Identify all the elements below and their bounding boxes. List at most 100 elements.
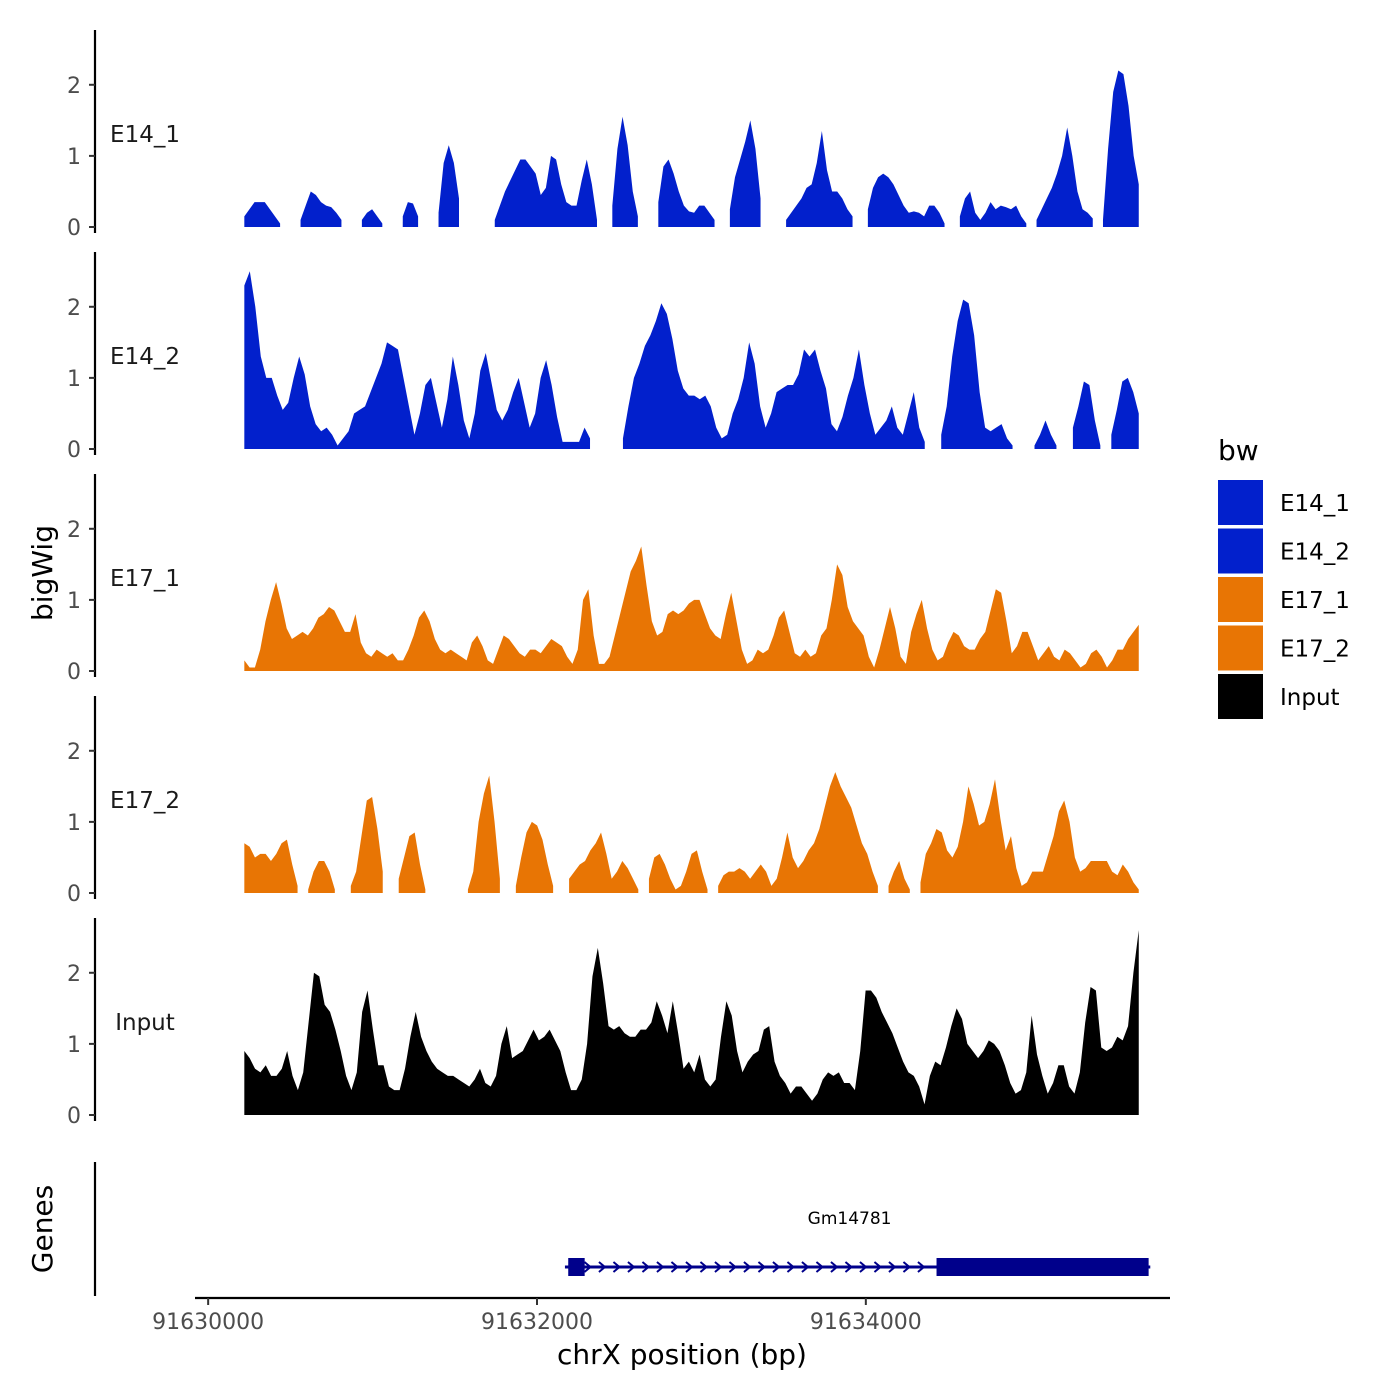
area-e14-1-segment-11: [867, 173, 945, 227]
area-e14-1-segment-2: [300, 191, 342, 227]
legend-swatch-input: [1218, 674, 1263, 719]
track-label-e17-2: E17_2: [110, 788, 180, 814]
x-tick-label: 91632000: [481, 1310, 593, 1335]
area-e17-2-segment-8: [648, 850, 708, 893]
bigwig-tracks: 0 1 2 E14_1 0 1 2 E14_2 0 1 2 E17_1 0 1 2 E17_2 0 1 2 Input: [67, 30, 1139, 1129]
x-tick-label: 91630000: [152, 1310, 264, 1335]
area-e14-2-segment-2: [622, 303, 925, 449]
y-tick-label: 0: [67, 882, 81, 907]
strand-arrow: [844, 1261, 854, 1273]
strand-arrow: [917, 1261, 926, 1273]
area-e14-1-segment-14: [1102, 70, 1139, 227]
strand-arrow: [801, 1261, 810, 1273]
strand-arrow: [670, 1261, 680, 1273]
y-tick-label: 1: [67, 1033, 81, 1058]
legend-label-input: Input: [1280, 685, 1340, 711]
strand-arrow: [612, 1261, 622, 1273]
area-e14-2-segment-1: [244, 271, 591, 449]
track-label-e17-1: E17_1: [110, 566, 180, 592]
area-e14-2-segment-4: [1034, 420, 1057, 449]
legend-label-e17-1: E17_1: [1280, 588, 1350, 614]
legend-label-e14-2: E14_2: [1280, 540, 1350, 566]
y-tick-label: 1: [67, 589, 81, 614]
y-tick-label: 0: [67, 438, 81, 463]
track-e17-1: 0 1 2 E17_1: [67, 474, 1139, 685]
y-axis-title: bigWig: [26, 525, 59, 621]
legend-label-e17-2: E17_2: [1280, 637, 1350, 663]
track-label-e14-1: E14_1: [110, 122, 180, 148]
strand-arrow: [656, 1261, 665, 1273]
strand-arrow: [699, 1261, 709, 1273]
y-tick-label: 2: [67, 962, 81, 987]
strand-arrow: [772, 1261, 781, 1273]
area-e17-2-segment-6: [515, 821, 554, 893]
area-e14-1-segment-4: [402, 202, 419, 227]
area-e17-2-segment-2: [308, 861, 335, 893]
area-e14-1-segment-7: [612, 116, 638, 227]
legend-swatch-e17-1: [1218, 577, 1263, 622]
area-e14-2-segment-5: [1072, 381, 1101, 449]
gene-name-label: Gm14781: [808, 1209, 892, 1229]
x-tick-label: 91634000: [810, 1310, 922, 1335]
area-e14-1-segment-6: [494, 155, 597, 227]
area-e17-2-segment-5: [467, 775, 500, 893]
area-e17-2-segment-4: [398, 832, 426, 893]
legend-entry-e17-1: E17_1: [1218, 577, 1350, 622]
legend-label-e14-1: E14_1: [1280, 491, 1350, 517]
genes-track: Genes Gm14781: [26, 1162, 1151, 1296]
strand-arrow: [873, 1261, 883, 1273]
gene-exon-1: [568, 1258, 585, 1276]
strand-arrow: [598, 1261, 607, 1273]
area-e17-2-segment-1: [244, 839, 298, 893]
legend-entry-input: Input: [1218, 674, 1340, 719]
y-tick-label: 1: [67, 145, 81, 170]
area-e17-2-segment-11: [920, 779, 1139, 893]
area-input-segment-1: [244, 930, 1139, 1115]
area-e17-2-segment-9: [718, 772, 878, 893]
area-e14-1-segment-8: [658, 159, 715, 227]
strand-arrow: [685, 1261, 694, 1273]
area-e14-2-segment-6: [1111, 377, 1139, 449]
track-e14-1: 0 1 2 E14_1: [67, 30, 1139, 241]
y-tick-label: 2: [67, 740, 81, 765]
x-axis-title: chrX position (bp): [557, 1338, 807, 1371]
strand-arrow: [815, 1261, 825, 1273]
gene-model-gm14781: [564, 1258, 1151, 1276]
strand-arrow: [859, 1261, 868, 1273]
area-e14-1-segment-1: [244, 202, 281, 227]
strand-arrow: [786, 1261, 796, 1273]
legend: bw E14_1 E14_2 E17_1 E17_2 Input: [1218, 434, 1350, 719]
strand-arrow: [902, 1261, 912, 1273]
area-e14-2-segment-3: [941, 299, 1013, 449]
area-e14-1-segment-9: [729, 120, 761, 227]
area-e17-2-segment-10: [888, 861, 910, 893]
area-e17-2-segment-3: [350, 797, 383, 893]
area-e14-1-segment-3: [361, 209, 383, 227]
area-e17-2-segment-7: [569, 832, 639, 893]
strand-arrow: [757, 1261, 767, 1273]
strand-arrow: [728, 1261, 738, 1273]
legend-entry-e14-2: E14_2: [1218, 528, 1350, 574]
gene-exon-2: [936, 1258, 1149, 1276]
legend-swatch-e14-2: [1218, 528, 1263, 574]
area-e17-1-segment-1: [244, 546, 1139, 671]
strand-arrow: [714, 1261, 723, 1273]
track-label-e14-2: E14_2: [110, 344, 180, 370]
track-e14-2: 0 1 2 E14_2: [67, 252, 1139, 463]
area-e14-1-segment-12: [959, 191, 1027, 227]
strand-arrow: [641, 1261, 651, 1273]
y-tick-label: 2: [67, 296, 81, 321]
legend-entry-e14-1: E14_1: [1218, 480, 1350, 525]
legend-swatch-e14-1: [1218, 480, 1263, 525]
y-tick-label: 2: [67, 518, 81, 543]
y-tick-label: 1: [67, 367, 81, 392]
legend-entry-e17-2: E17_2: [1218, 625, 1350, 671]
genes-track-title: Genes: [26, 1185, 59, 1273]
y-tick-label: 2: [67, 74, 81, 99]
track-label-input: Input: [115, 1010, 175, 1036]
strand-arrow: [888, 1261, 897, 1273]
strand-arrow: [583, 1261, 593, 1273]
area-e14-1-segment-10: [786, 131, 853, 227]
area-e14-1-segment-13: [1036, 127, 1093, 227]
